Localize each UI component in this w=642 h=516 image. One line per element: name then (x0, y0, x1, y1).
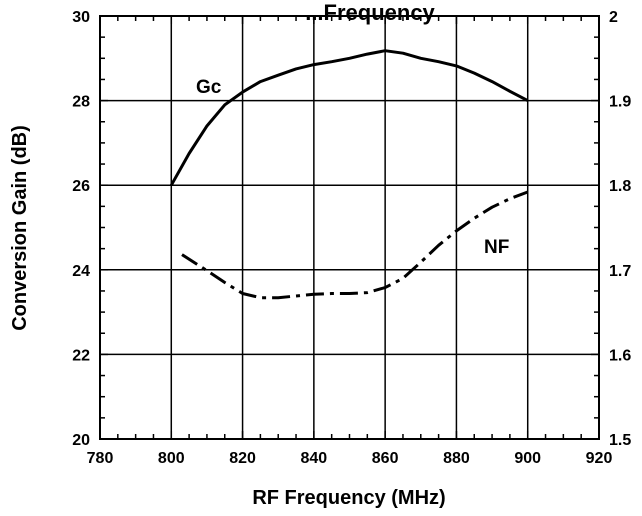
y2-tick-label: 1.9 (609, 94, 631, 111)
y-tick-label: 30 (72, 9, 90, 26)
y-tick-label: 28 (72, 94, 90, 111)
y2-tick-label: 1.5 (609, 432, 631, 449)
x-tick-label: 880 (443, 450, 470, 467)
y2-tick-label: 1.8 (609, 178, 631, 195)
series-label-gc: Gc (196, 77, 222, 98)
tick-labels: 780 800 820 840 860 880 900 920 20 22 24 26 28 30 1.5 1… (72, 9, 631, 467)
y-axis-title: Conversion Gain (dB) (9, 125, 31, 331)
x-tick-label: 780 (87, 450, 114, 467)
y-tick-label: 24 (72, 263, 90, 280)
series-label-nf: NF (484, 237, 509, 258)
chart-title: ...Frequency (305, 0, 435, 25)
y2-tick-label: 1.7 (609, 263, 631, 280)
x-tick-label: 860 (372, 450, 399, 467)
series-lines (169, 49, 529, 300)
x-tick-label: 900 (514, 450, 541, 467)
x-tick-label: 920 (586, 450, 613, 467)
y2-tick-label: 1.6 (609, 347, 631, 364)
x-tick-label: 840 (301, 450, 328, 467)
x-axis-title: RF Frequency (MHz) (252, 487, 445, 509)
grid (100, 16, 599, 439)
y2-tick-label: 2 (609, 9, 618, 26)
x-tick-label: 800 (158, 450, 185, 467)
y-tick-label: 22 (72, 347, 90, 364)
y-tick-label: 26 (72, 178, 90, 195)
y-tick-label: 20 (72, 432, 90, 449)
x-tick-label: 820 (229, 450, 256, 467)
series-line-nf (181, 190, 529, 300)
ticks (99, 15, 600, 440)
series-line-gc (169, 49, 529, 186)
plot-frame (99, 15, 600, 440)
